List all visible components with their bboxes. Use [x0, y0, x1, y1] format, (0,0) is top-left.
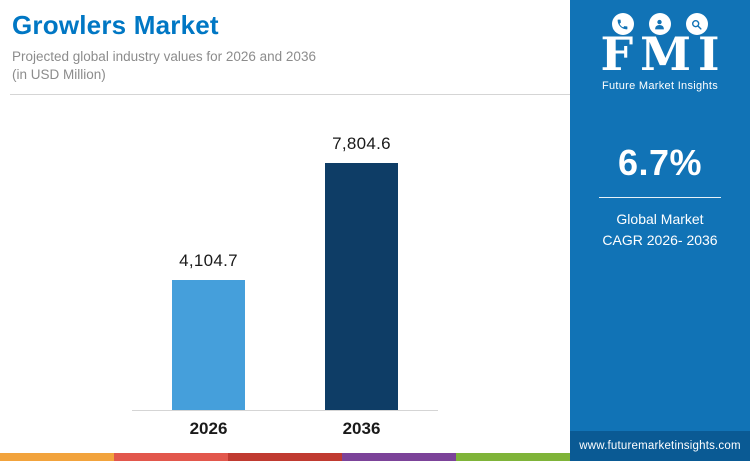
strip-segment	[228, 453, 342, 461]
cagr-stat: 6.7% Global Market CAGR 2026- 2036	[599, 142, 721, 251]
header-divider	[10, 94, 570, 96]
strip-segment	[0, 453, 114, 461]
x-axis-labels: 2026 2036	[0, 419, 570, 439]
bar-group-2036: 7,804.6	[325, 134, 398, 411]
strip-segment	[114, 453, 228, 461]
cagr-value: 6.7%	[617, 142, 703, 184]
x-axis-line	[132, 410, 438, 412]
chart-subtitle: Projected global industry values for 202…	[12, 48, 570, 84]
chart-area: Growlers Market Projected global industr…	[0, 0, 570, 461]
cagr-label-line2: CAGR 2026- 2036	[602, 232, 718, 249]
chart-subtitle-line1: Projected global industry values for 202…	[12, 49, 316, 64]
search-icon	[685, 13, 708, 35]
person-icon	[648, 13, 671, 35]
cagr-label-line1: Global Market	[616, 211, 704, 228]
x-axis-label-2036: 2036	[342, 419, 381, 439]
page-title: Growlers Market	[12, 10, 219, 40]
strip-segment	[342, 453, 456, 461]
strip-segment	[456, 453, 570, 461]
bar-2026	[172, 280, 245, 411]
chart-subtitle-line2: (in USD Million)	[12, 67, 106, 83]
bar-value-2036: 7,804.6	[332, 134, 391, 154]
x-axis-label-2026: 2026	[189, 419, 228, 439]
logo-text: FMI	[600, 27, 727, 81]
logo-icons	[593, 13, 726, 35]
bar-value-2026: 4,104.7	[179, 251, 238, 271]
phone-icon	[611, 13, 634, 35]
header: Growlers Market Projected global industr…	[0, 0, 570, 84]
bar-chart: 4,104.7 7,804.6	[0, 123, 570, 411]
website-url: www.futuremarketinsights.com	[570, 431, 750, 461]
cagr-label: Global Market CAGR 2026- 2036	[599, 209, 721, 251]
brand-color-strip	[0, 453, 570, 461]
side-panel: FMI Future Market Insights 6.7% Global M…	[570, 0, 750, 461]
bar-group-2026: 4,104.7	[172, 251, 245, 411]
stat-divider	[599, 197, 721, 199]
fmi-logo: FMI Future Market Insights	[593, 13, 726, 92]
website-url-text: www.futuremarketinsights.com	[579, 440, 741, 452]
logo-subtext: Future Market Insights	[601, 80, 718, 93]
bar-2036	[325, 163, 398, 411]
